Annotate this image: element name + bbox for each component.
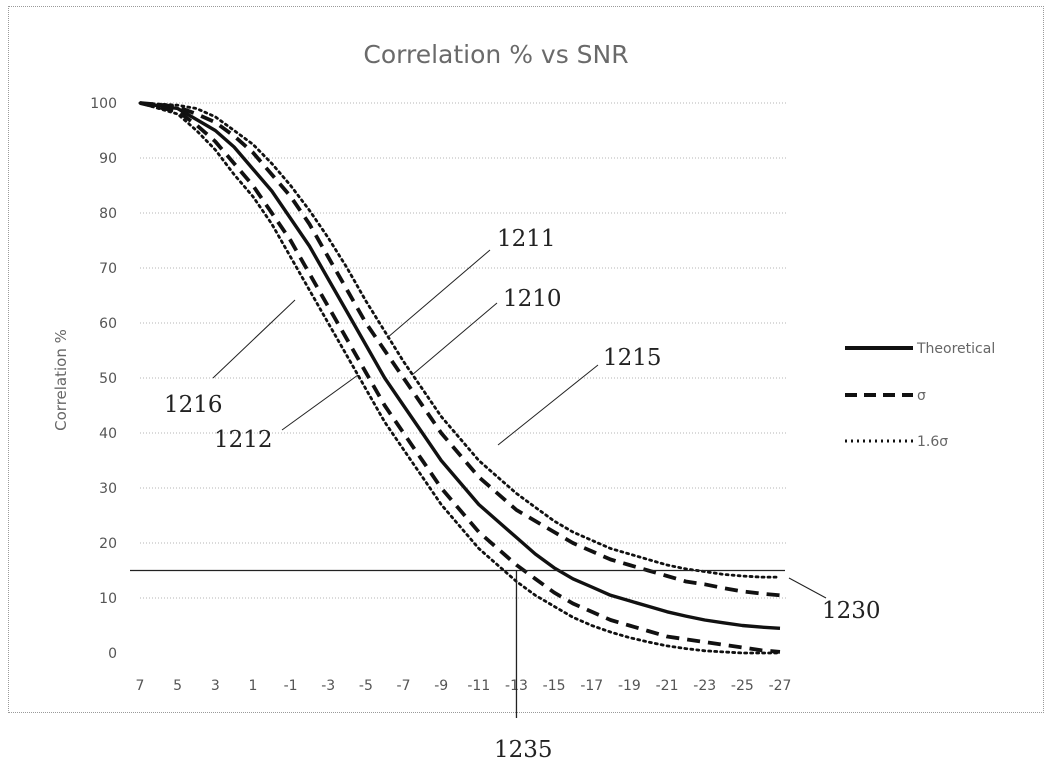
ref-1230: 1230: [822, 598, 881, 624]
x-tick-label: -11: [467, 678, 490, 694]
y-tick-label: 0: [108, 646, 117, 662]
x-tick-label: -7: [397, 678, 411, 694]
chart-title: Correlation % vs SNR: [363, 40, 628, 69]
ref-1215: 1215: [603, 345, 662, 371]
x-tick-label: -21: [656, 678, 679, 694]
x-tick-label: -9: [434, 678, 448, 694]
leader-1211: [387, 250, 490, 338]
x-tick-label: -5: [359, 678, 373, 694]
legend-theoretical-label: Theoretical: [916, 341, 995, 357]
x-tick-label: -23: [693, 678, 716, 694]
x-tick-label: -1: [284, 678, 298, 694]
ref-1235: 1235: [494, 737, 553, 763]
x-tick-label: 1: [248, 678, 257, 694]
leader-1230: [789, 578, 826, 598]
leader-1216: [213, 300, 295, 378]
x-tick-label: -3: [321, 678, 335, 694]
y-tick-labels: 0 10 20 30 40 50 60 70 80 90 100: [90, 96, 117, 662]
y-tick-label: 20: [99, 536, 117, 552]
ref-1211: 1211: [497, 226, 556, 252]
leader-1212: [282, 375, 358, 430]
leader-1210: [412, 303, 497, 375]
x-tick-label: -17: [580, 678, 603, 694]
y-tick-label: 50: [99, 371, 117, 387]
x-tick-label: 3: [211, 678, 220, 694]
x-tick-labels: 7531-1-3-5-7-9-11-13-15-17-19-21-23-25-2…: [136, 678, 792, 694]
legend-sigma16-label: 1.6σ: [917, 434, 948, 450]
legend-sigma-label: σ: [917, 388, 926, 404]
y-tick-label: 60: [99, 316, 117, 332]
x-tick-label: -19: [618, 678, 641, 694]
x-tick-label: 7: [136, 678, 145, 694]
ref-1212: 1212: [214, 427, 273, 453]
series-line-theoretical: [140, 103, 780, 628]
y-tick-label: 10: [99, 591, 117, 607]
y-tick-label: 80: [99, 206, 117, 222]
y-axis-label: Correlation %: [52, 329, 70, 431]
x-tick-label: -25: [731, 678, 754, 694]
ref-1210: 1210: [503, 286, 562, 312]
legend: Theoretical σ 1.6σ: [845, 341, 995, 450]
y-tick-label: 30: [99, 481, 117, 497]
x-tick-label: -15: [543, 678, 566, 694]
series-line-sigma16-upper: [140, 103, 780, 577]
y-tick-label: 100: [90, 96, 117, 112]
ref-1216: 1216: [164, 392, 223, 418]
y-tick-label: 40: [99, 426, 117, 442]
y-tick-label: 70: [99, 261, 117, 277]
y-tick-label: 90: [99, 151, 117, 167]
x-tick-label: -27: [769, 678, 792, 694]
x-tick-label: 5: [173, 678, 182, 694]
